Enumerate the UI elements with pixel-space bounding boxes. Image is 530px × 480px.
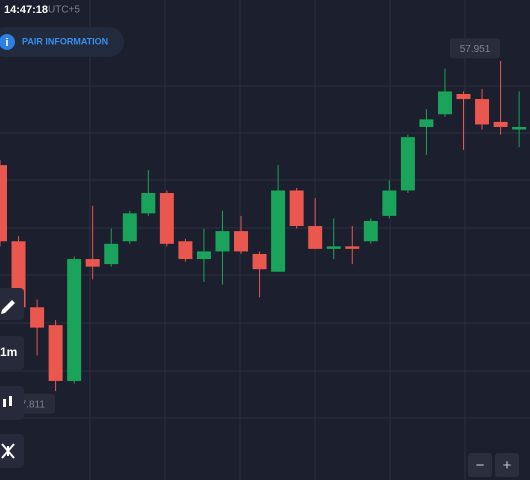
candle-body <box>493 121 508 127</box>
zoom-out-button[interactable] <box>468 453 492 477</box>
candle-icon <box>9 396 12 406</box>
candle-body <box>30 307 45 328</box>
zoom-out-label[interactable]: − <box>476 457 485 474</box>
candle-body <box>67 259 82 381</box>
candles <box>0 60 527 392</box>
candle-body <box>382 190 397 216</box>
candle-body <box>252 253 267 270</box>
price-label: 57.811 <box>15 399 45 410</box>
pair-info-label[interactable]: PAIR INFORMATION <box>22 36 108 46</box>
zoom-in-label[interactable]: + <box>503 457 512 474</box>
candle-body <box>289 190 304 227</box>
candle-body <box>85 259 100 267</box>
candle-body <box>0 165 7 242</box>
candle-body <box>48 325 63 381</box>
candle-body <box>141 193 156 214</box>
candle-body <box>271 190 286 272</box>
candle-body <box>363 220 378 242</box>
pair-info-button[interactable] <box>0 27 124 57</box>
timeframe-button[interactable] <box>0 336 24 370</box>
candle-body <box>456 93 471 100</box>
candle-body <box>122 213 137 242</box>
candle-icon <box>3 399 6 407</box>
price-label-box <box>450 38 500 59</box>
candle-body <box>419 119 434 127</box>
candle-body <box>104 243 119 265</box>
candle-body <box>308 226 323 249</box>
pencil-icon <box>1 300 15 314</box>
price-label: 57.951 <box>460 44 491 55</box>
indicator-icon <box>1 443 15 459</box>
candle-body <box>196 251 211 260</box>
candle-body <box>159 193 174 244</box>
candle-body <box>178 241 193 260</box>
candle-body <box>215 231 230 252</box>
candle-body <box>512 126 527 130</box>
candle-body <box>345 246 360 249</box>
zoom-in-button[interactable] <box>495 453 519 477</box>
candle-body <box>437 91 452 115</box>
candle-body <box>400 137 415 191</box>
info-icon-glyph: i <box>5 37 8 49</box>
timeframe-label[interactable]: 1m <box>0 345 17 359</box>
info-icon <box>0 34 15 50</box>
candle-body <box>234 231 249 252</box>
candle-body <box>475 99 490 125</box>
clock: 14:47:18 <box>4 4 48 16</box>
timezone: UTC+5 <box>48 5 80 16</box>
candle-body <box>326 246 341 249</box>
indicators-button[interactable] <box>0 434 24 468</box>
